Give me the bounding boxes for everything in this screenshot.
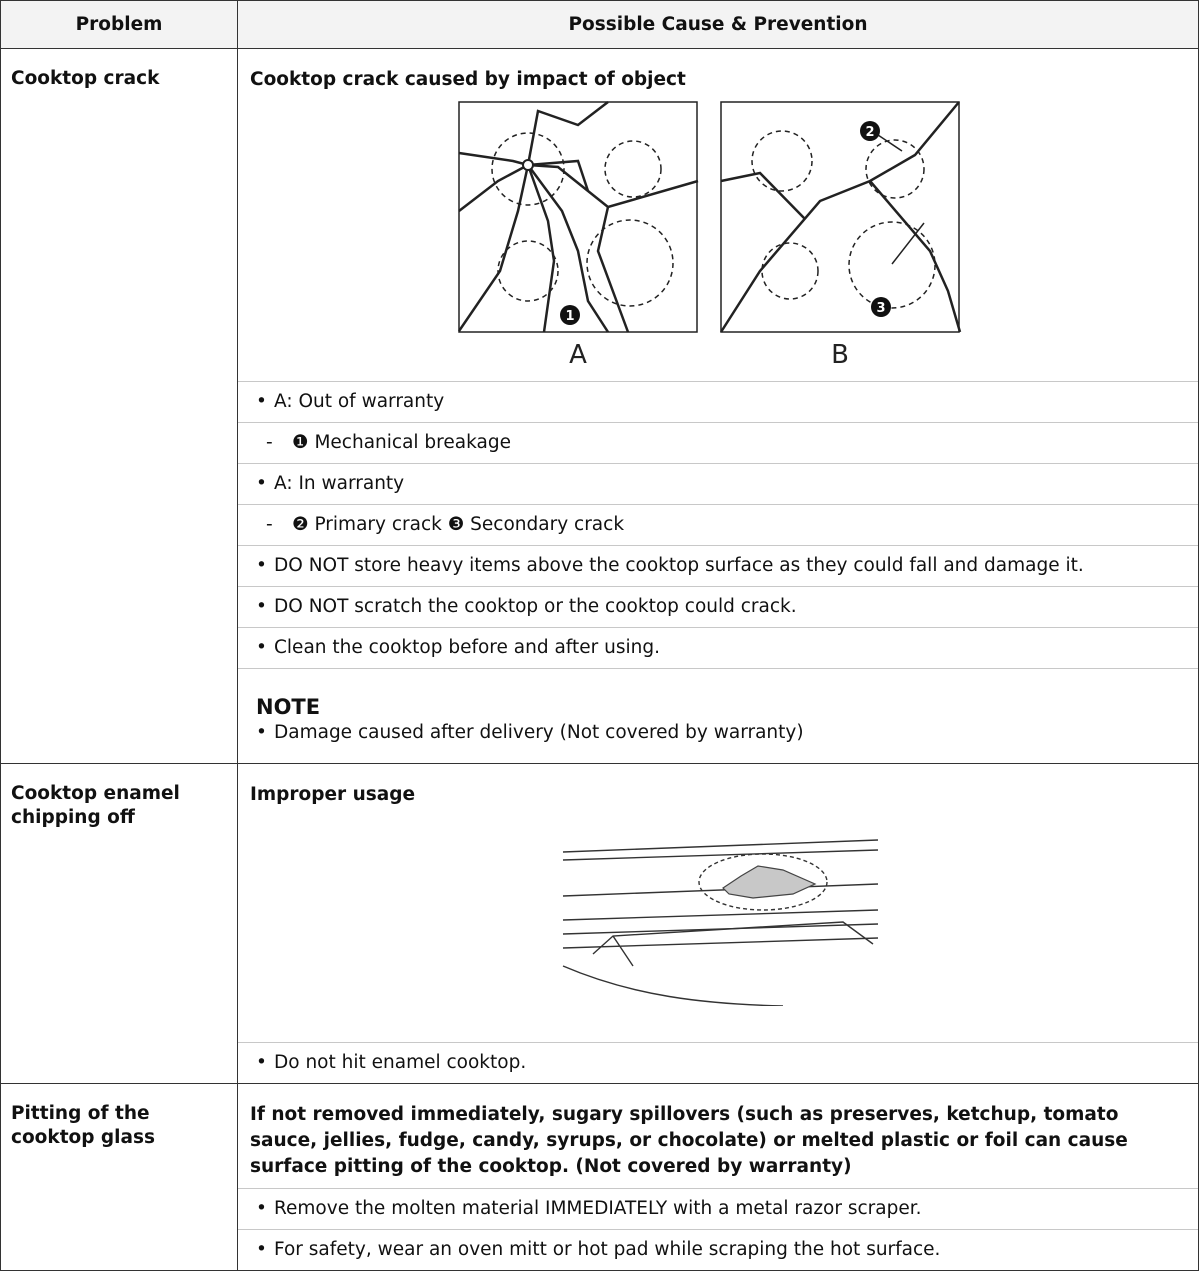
list-item: -❶ Mechanical breakage xyxy=(238,422,1198,463)
figure-shape xyxy=(698,853,828,911)
item-text: A: Out of warranty xyxy=(274,391,445,412)
list-item: • A: Out of warranty xyxy=(238,381,1198,422)
item-text: Remove the molten material IMMEDIATELY w… xyxy=(274,1198,922,1219)
list-item: • Clean the cooktop before and after usin… xyxy=(238,627,1198,668)
figure-shape xyxy=(860,121,880,141)
item-text: Damage caused after delivery (Not covere… xyxy=(274,722,804,743)
cause-title: Cooktop crack caused by impact of object xyxy=(250,69,686,90)
table-row: Pitting of the cooktop glass If not remov… xyxy=(1,1084,1198,1271)
figure-shape xyxy=(560,305,580,325)
list-item: -❷ Primary crack ❸ Secondary crack xyxy=(238,504,1198,545)
cause-cell: Cooktop crack caused by impact of object… xyxy=(238,49,1198,763)
header-cell: Possible Cause & Prevention xyxy=(568,14,868,35)
figure-shape xyxy=(526,164,610,333)
figure-shape xyxy=(526,101,609,166)
figure-shape xyxy=(526,164,556,333)
figure: 1 2 3 A B xyxy=(238,101,1198,381)
figure-label: B xyxy=(831,340,849,370)
list-item: • Damage caused after delivery (Not cover… xyxy=(256,719,1186,755)
list-item: • Remove the molten material IMMEDIATELY … xyxy=(238,1188,1198,1229)
figure-shape xyxy=(874,132,925,265)
bullet: • xyxy=(256,391,267,412)
figure-shape xyxy=(592,921,874,955)
figure-shape xyxy=(869,180,962,333)
figure-shape xyxy=(722,865,817,899)
figure-shape xyxy=(871,297,891,317)
figure-shape xyxy=(562,909,879,921)
problem-cell: Pitting of the cooktop glass xyxy=(1,1084,238,1270)
bullet: • xyxy=(256,637,267,658)
cause-cell: If not removed immediately, sugary spill… xyxy=(238,1084,1198,1270)
figure-shape xyxy=(604,140,662,198)
figure-shape xyxy=(612,935,634,967)
bullet: - xyxy=(266,432,273,453)
note: NOTE • Damage caused after delivery (Not c… xyxy=(238,668,1198,763)
item-text: DO NOT scratch the cooktop or the cookto… xyxy=(274,596,797,617)
figure-shape xyxy=(596,206,630,333)
list-item: • DO NOT store heavy items above the cook… xyxy=(238,545,1198,586)
figure-group xyxy=(719,101,962,333)
bullet: • xyxy=(256,1239,267,1260)
item-text: Do not hit enamel cooktop. xyxy=(274,1052,527,1073)
figure-shape xyxy=(586,219,674,307)
figure-shape xyxy=(491,132,565,206)
bullet: • xyxy=(256,1052,267,1073)
figure-shape xyxy=(720,171,806,220)
list-item: • For safety, wear an oven mitt or hot pa… xyxy=(238,1229,1198,1270)
cause-title: If not removed immediately, sugary spill… xyxy=(250,1104,1128,1177)
problem-cell: Cooktop enamel chipping off xyxy=(1,764,238,1083)
figure-shape xyxy=(562,965,784,1006)
item-text: A: In warranty xyxy=(274,473,405,494)
figure-shape xyxy=(720,101,960,333)
figure-shape xyxy=(458,101,698,333)
figure-shape xyxy=(761,242,819,300)
figure-shape xyxy=(562,883,879,897)
problem-cell: Cooktop crack xyxy=(1,49,238,763)
figure-shape xyxy=(562,839,879,853)
figure-shape xyxy=(527,159,590,192)
bullet: • xyxy=(256,722,267,743)
figure-label: 2 xyxy=(865,125,874,140)
figure-shape xyxy=(497,240,559,302)
header-row: Problem Possible Cause & Prevention xyxy=(1,1,1198,49)
crack-figure: 1 2 3 A B xyxy=(458,101,962,370)
item-text: ❶ Mechanical breakage xyxy=(292,432,511,453)
cause-title: Improper usage xyxy=(250,784,416,805)
item-text: For safety, wear an oven mitt or hot pad… xyxy=(274,1239,941,1260)
table-row: Cooktop enamel chipping off Improper usag… xyxy=(1,764,1198,1084)
figure-shape xyxy=(562,849,879,861)
bullet: • xyxy=(256,1198,267,1219)
figure-label: A xyxy=(569,340,587,370)
list-item: • A: In warranty xyxy=(238,463,1198,504)
list-item: • DO NOT scratch the cooktop or the cookt… xyxy=(238,586,1198,627)
enamel-figure xyxy=(562,839,879,1006)
bullet: • xyxy=(256,596,267,617)
table-row: Cooktop crack Cooktop crack caused by imp… xyxy=(1,49,1198,764)
bullet: • xyxy=(256,555,267,576)
figure-shape xyxy=(522,159,534,171)
figure xyxy=(238,816,1198,1042)
cause-cell: Improper usage • Do not hit enamel cooktop… xyxy=(238,764,1198,1083)
figure-label: 1 xyxy=(565,309,574,324)
figure-shape xyxy=(848,221,936,309)
figure-shape xyxy=(865,139,925,199)
figure-shape xyxy=(719,101,960,333)
bullet: • xyxy=(256,473,267,494)
note-title: NOTE xyxy=(256,695,321,719)
header-cell: Problem xyxy=(1,1,238,48)
figure-shape xyxy=(751,130,813,192)
figure-shape xyxy=(562,937,879,949)
figure-shape xyxy=(458,163,529,212)
figure-label: 3 xyxy=(876,301,885,316)
figure-shape xyxy=(458,164,530,332)
bullet: - xyxy=(266,514,273,535)
item-text: Clean the cooktop before and after using… xyxy=(274,637,660,658)
item-text: DO NOT store heavy items above the cookt… xyxy=(274,555,1084,576)
list-item: • Do not hit enamel cooktop. xyxy=(238,1042,1198,1083)
item-text: ❷ Primary crack ❸ Secondary crack xyxy=(292,514,625,535)
